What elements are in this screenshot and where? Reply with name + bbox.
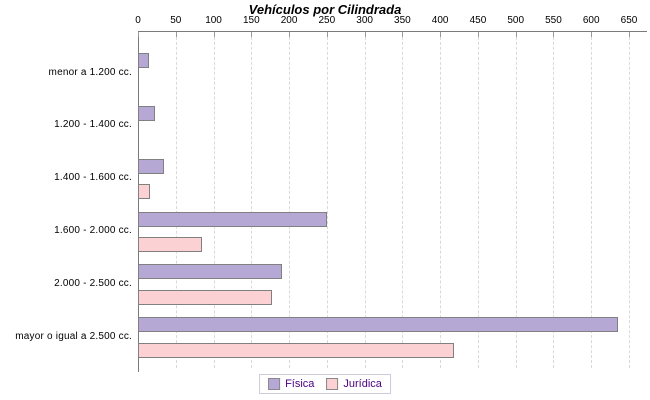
x-tick-label: 500 (507, 15, 525, 26)
x-tick-mark (440, 32, 442, 37)
x-tick-label: 450 (469, 15, 487, 26)
x-tick-label: 250 (318, 15, 336, 26)
x-tick-mark (477, 32, 479, 37)
x-gridline (477, 32, 479, 368)
x-gridline (591, 32, 593, 368)
x-tick-label: 0 (135, 15, 141, 26)
x-gridline (402, 32, 404, 368)
x-tick-label: 600 (582, 15, 600, 26)
fisica-swatch-icon (268, 378, 281, 390)
x-tick-label: 50 (170, 15, 182, 26)
bar-fisica (138, 317, 618, 333)
bar-fisica (138, 158, 164, 174)
bar-fisica (138, 211, 327, 227)
legend-item-fisica: Física (268, 378, 314, 390)
x-tick-label: 650 (620, 15, 638, 26)
bar-fisica (138, 53, 149, 68)
x-tick-mark (402, 32, 404, 37)
x-tick-mark (175, 32, 177, 37)
category-label: 1.600 - 2.000 cc. (54, 225, 132, 237)
bar-fisica (138, 105, 155, 121)
x-tick-mark (213, 32, 215, 37)
legend-item-juridica: Jurídica (326, 378, 382, 390)
legend-label-fisica: Física (285, 378, 315, 390)
x-tick-mark (591, 32, 593, 37)
x-tick-mark (326, 32, 328, 37)
x-tick-mark (251, 32, 253, 37)
legend-label-juridica: Jurídica (343, 378, 382, 390)
legend: Física Jurídica (259, 374, 391, 394)
x-gridline (553, 32, 555, 368)
bar-juridica (138, 237, 202, 253)
x-tick-mark (138, 32, 139, 37)
x-gridline (175, 32, 177, 368)
x-gridline (251, 32, 253, 368)
category-label: 1.400 - 1.600 cc. (54, 172, 132, 184)
chart-title: Vehículos por Cilindrada (248, 2, 402, 17)
x-axis-line (138, 31, 647, 32)
bar-juridica (138, 342, 454, 358)
bar-juridica (138, 289, 272, 305)
x-tick-mark (364, 32, 366, 37)
category-label: mayor o igual a 2.500 cc. (15, 330, 132, 342)
x-tick-label: 200 (280, 15, 298, 26)
x-tick-mark (289, 32, 291, 37)
x-tick-label: 100 (205, 15, 222, 26)
x-gridline (629, 32, 630, 368)
x-tick-mark (515, 32, 517, 37)
x-gridline (213, 32, 215, 368)
x-gridline (326, 32, 328, 368)
category-label: 2.000 - 2.500 cc. (54, 277, 132, 289)
x-gridline (440, 32, 442, 368)
x-gridline (515, 32, 517, 368)
x-tick-label: 400 (431, 15, 449, 26)
x-tick-mark (629, 32, 630, 37)
x-tick-label: 350 (394, 15, 411, 26)
x-tick-label: 150 (242, 15, 260, 26)
y-axis-line (138, 31, 139, 372)
juridica-swatch-icon (326, 378, 339, 390)
x-gridline (364, 32, 366, 368)
x-tick-mark (553, 32, 555, 37)
x-tick-label: 550 (545, 15, 562, 26)
bar-juridica (138, 184, 150, 200)
x-gridline (289, 32, 291, 368)
bar-fisica (138, 264, 282, 280)
category-label: 1.200 - 1.400 cc. (54, 119, 132, 131)
x-tick-label: 300 (356, 15, 373, 26)
category-label: menor a 1.200 cc. (48, 66, 132, 78)
